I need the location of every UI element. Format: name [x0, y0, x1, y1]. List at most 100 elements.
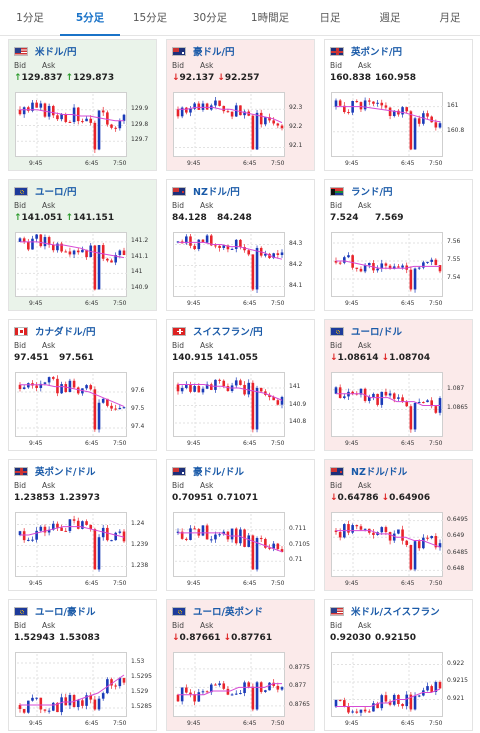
candle-body — [64, 697, 68, 706]
currency-pair-card[interactable]: ユーロ/豪ドル Bid Ask 1.52943 1.53083 1.53 1.5295 1.5… — [8, 599, 157, 731]
tab-timeframe[interactable]: 1時間足 — [250, 12, 290, 24]
candle-body — [268, 682, 271, 691]
candle-body — [384, 695, 388, 702]
pair-name[interactable]: NZドル/円 — [193, 187, 240, 198]
tab-timeframe[interactable]: 15分足 — [132, 12, 168, 24]
tab-timeframe[interactable]: 1分足 — [16, 12, 44, 24]
candle-body — [226, 111, 230, 113]
candle-body — [205, 235, 209, 243]
candle-body — [185, 236, 188, 244]
currency-pair-card[interactable]: ユーロ/ドル Bid Ask ↓1.08614 ↓1.08704 1.087 1.0865 9… — [324, 319, 473, 451]
candle-body — [201, 388, 205, 393]
currency-pair-card[interactable]: 豪ドル/ドル Bid Ask 0.70951 0.71071 0.711 0.7105 0.7… — [166, 459, 315, 591]
tab-timeframe[interactable]: 週足 — [379, 12, 401, 24]
currency-pair-card[interactable]: 英ポンド/円 Bid Ask 160.838 160.958 161 160.8 9:45 6:… — [324, 39, 473, 171]
tab-timeframe[interactable]: 30分足 — [192, 12, 228, 24]
candle-body — [110, 679, 113, 686]
y-tick-label: 160.8 — [447, 126, 465, 134]
candle-body — [338, 262, 342, 264]
y-tick-label: 92.1 — [289, 142, 303, 150]
pair-header: NZドル/ドル — [330, 464, 407, 478]
candle-body — [222, 380, 226, 387]
x-tick-label: 6:45 — [401, 160, 415, 167]
pair-name[interactable]: 米ドル/円 — [35, 47, 77, 58]
pair-name[interactable]: 英ポンド/円 — [351, 47, 402, 58]
pair-name[interactable]: ユーロ/英ポンド — [193, 607, 263, 618]
y-tick-label: 0.8765 — [289, 700, 310, 708]
candle-body — [409, 406, 413, 430]
bid-label: Bid — [14, 341, 26, 350]
moving-average-line — [20, 674, 125, 706]
pair-name[interactable]: スイスフラン/円 — [193, 327, 263, 338]
currency-pair-card[interactable]: NZドル/円 Bid Ask 84.128 84.248 84.3 84.2 84.1 9:45… — [166, 179, 315, 311]
candle-body — [118, 678, 122, 687]
x-tick-label: 7:50 — [429, 300, 443, 307]
candle-body — [247, 535, 251, 547]
candle-body — [409, 111, 413, 150]
y-tick-label: 0.9215 — [447, 677, 468, 684]
candlestick-chart — [333, 234, 443, 297]
bid-ask-values: ↓0.64786 ↓0.64906 — [330, 493, 430, 503]
currency-pair-card[interactable]: NZドル/ドル Bid Ask ↓0.64786 ↓0.64906 0.6495 0.649… — [324, 459, 473, 591]
candle-body — [268, 253, 271, 259]
tab-timeframe[interactable]: 月足 — [439, 12, 461, 24]
candle-body — [68, 380, 72, 393]
pair-name[interactable]: ランド/円 — [351, 187, 393, 198]
candle-body — [376, 393, 379, 405]
currency-pair-card[interactable]: ランド/円 Bid Ask 7.524 7.569 7.56 7.55 7.54 9:45 6:4… — [324, 179, 473, 311]
pair-name[interactable]: 米ドル/スイスフラン — [351, 607, 440, 618]
ask-label: Ask — [200, 481, 214, 490]
candle-body — [43, 709, 47, 711]
candle-body — [355, 267, 359, 269]
currency-pair-card[interactable]: ユーロ/円 Bid Ask ↑141.051 ↑141.151 141.2 141.1 141… — [8, 179, 157, 311]
tab-timeframe[interactable]: 5分足 — [60, 0, 120, 36]
candle-body — [417, 695, 421, 697]
ask-label: Ask — [42, 621, 56, 630]
tab-timeframe[interactable]: 日足 — [319, 12, 341, 24]
pair-name[interactable]: NZドル/ドル — [351, 467, 408, 478]
candle-body — [334, 100, 338, 107]
ca-flag-icon — [14, 326, 28, 336]
currency-pair-card[interactable]: ユーロ/英ポンド Bid Ask ↓0.87661 ↓0.87761 0.8775 0.87… — [166, 599, 315, 731]
candle-body — [185, 107, 188, 113]
pair-name[interactable]: 豪ドル/ドル — [193, 467, 244, 478]
candle-body — [359, 388, 363, 395]
candle-body — [272, 682, 275, 686]
bid-ask-labels: Bid Ask — [172, 621, 228, 630]
ask-label: Ask — [358, 201, 372, 210]
y-tick-label: 1.238 — [131, 561, 149, 569]
chart-plot-area — [331, 372, 443, 437]
y-tick-label: 140.9 — [131, 284, 149, 292]
x-tick-label: 6:45 — [85, 720, 99, 727]
currency-pair-card[interactable]: 米ドル/スイスフラン Bid Ask 0.92030 0.92150 0.922 0.921… — [324, 599, 473, 731]
candle-body — [434, 406, 438, 413]
x-tick-label: 6:45 — [85, 300, 99, 307]
bid-value: 97.451 — [14, 353, 49, 363]
bid-ask-values: ↑129.837 ↑129.873 — [14, 73, 114, 83]
eu-flag-icon — [14, 606, 28, 616]
y-tick-label: 129.9 — [131, 104, 149, 112]
candle-body — [118, 407, 122, 410]
currency-pair-card[interactable]: カナダドル/円 Bid Ask 97.451 97.561 97.6 97.5 97.4 9:4… — [8, 319, 157, 451]
candlestick-chart — [175, 374, 285, 437]
pair-name[interactable]: カナダドル/円 — [35, 327, 96, 338]
pair-name[interactable]: 英ポンド/ドル — [35, 467, 96, 478]
candle-body — [409, 269, 413, 290]
pair-name[interactable]: 豪ドル/円 — [193, 47, 235, 58]
candle-body — [97, 537, 101, 570]
currency-pair-card[interactable]: スイスフラン/円 Bid Ask 140.915 141.055 141 140.9 140.… — [166, 319, 315, 451]
pair-name[interactable]: ユーロ/ドル — [351, 327, 402, 338]
currency-pair-card[interactable]: 豪ドル/円 Bid Ask ↓92.137 ↓92.257 92.3 92.2 92.1 9:4… — [166, 39, 315, 171]
bid-ask-labels: Bid Ask — [330, 201, 386, 210]
candle-body — [43, 526, 47, 533]
currency-pair-card[interactable]: 英ポンド/ドル Bid Ask 1.23853 1.23973 1.24 1.239 1.23… — [8, 459, 157, 591]
pair-name[interactable]: ユーロ/豪ドル — [35, 607, 96, 618]
chart-plot-area — [331, 512, 443, 577]
candle-body — [122, 678, 126, 683]
currency-pair-card[interactable]: 米ドル/円 Bid Ask ↑129.837 ↑129.873 129.9 129.8 129… — [8, 39, 157, 171]
pair-name[interactable]: ユーロ/円 — [35, 187, 77, 198]
candle-body — [413, 118, 417, 150]
bid-ask-labels: Bid Ask — [172, 481, 228, 490]
candle-body — [226, 245, 230, 250]
bid-label: Bid — [330, 341, 342, 350]
